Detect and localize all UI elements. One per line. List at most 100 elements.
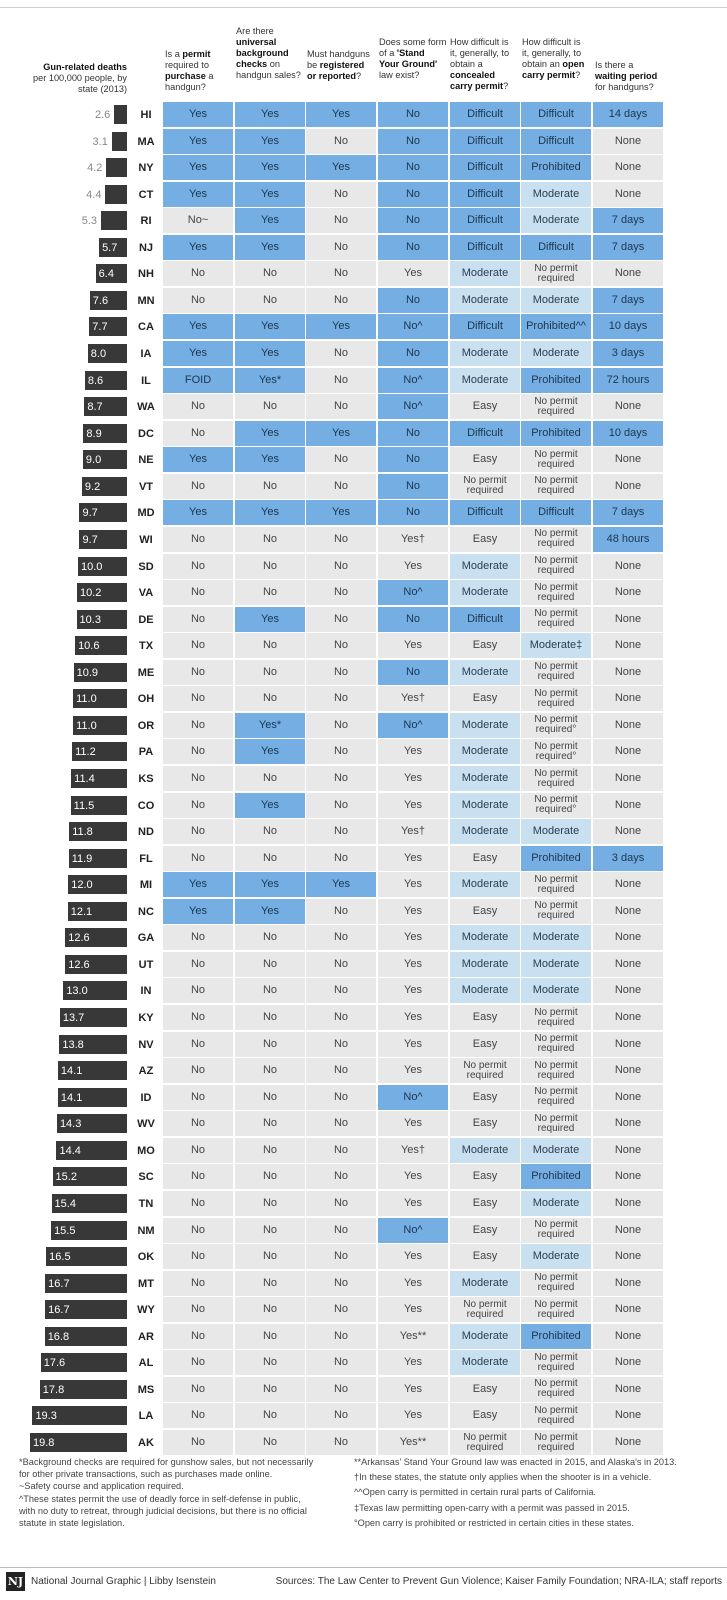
cell-background: Yes — [235, 898, 305, 924]
death-rate-bar — [78, 556, 127, 576]
state-abbreviation: CO — [137, 799, 155, 812]
death-rate-value: 11.5 — [73, 799, 95, 812]
cell-waiting: 10 days — [593, 314, 663, 340]
death-rate-bar — [73, 662, 127, 682]
header-deaths: Gun-related deaths per 100,000 people, b… — [30, 62, 127, 95]
cell-background: No — [235, 1031, 305, 1057]
cell-concealed: Easy — [450, 1376, 520, 1402]
cell-opencarry: Prohibited — [521, 845, 591, 871]
note-arkansas: **Arkansas' Stand Your Ground law was en… — [354, 1457, 677, 1467]
cell-concealed: Moderate — [450, 1270, 520, 1296]
state-abbreviation: FL — [139, 852, 153, 865]
state-row-or: 11.0 OR No Yes* No No^ Moderate No permit requi… — [0, 712, 727, 739]
cell-opencarry: Moderate — [521, 1190, 591, 1216]
state-abbreviation: NM — [137, 1224, 155, 1237]
cell-opencarry: Prohibited^^ — [521, 314, 591, 340]
cell-permit: Yes — [163, 314, 233, 340]
cell-background: No — [235, 261, 305, 287]
cell-background: No — [235, 1376, 305, 1402]
cell-concealed: Moderate — [450, 872, 520, 898]
cell-concealed: No permit required — [450, 1058, 520, 1084]
header-opencarry-pre: How difficult is it, generally, to obtai… — [522, 37, 582, 69]
death-rate-bar — [32, 1406, 127, 1426]
state-row-oh: 11.0 OH No No No Yes† Easy No permit required No… — [0, 685, 727, 712]
cell-registered: No — [306, 367, 376, 393]
cell-background: No — [235, 1058, 305, 1084]
state-row-md: 9.7 MD Yes Yes Yes No Difficult Difficult 7 days — [0, 499, 727, 526]
cell-standground: Yes — [378, 925, 448, 951]
cell-registered: No — [306, 792, 376, 818]
state-abbreviation: IN — [140, 985, 152, 998]
cell-background: No — [235, 633, 305, 659]
cell-registered: No — [306, 261, 376, 287]
cell-waiting: None — [593, 261, 663, 287]
cell-opencarry: No permit required — [521, 553, 591, 579]
death-rate-bar — [70, 795, 127, 815]
cell-opencarry: No permit required — [521, 686, 591, 712]
cell-standground: Yes — [378, 845, 448, 871]
death-rate-bar — [82, 450, 127, 470]
cell-concealed: Moderate — [450, 925, 520, 951]
cell-opencarry: No permit required — [521, 526, 591, 552]
header-waiting-pre: Is there a — [595, 60, 634, 70]
header-permit-post: a handgun? — [165, 71, 214, 92]
cell-background: No — [235, 1084, 305, 1110]
death-rate-bar — [57, 1087, 127, 1107]
cell-opencarry: No permit required° — [521, 739, 591, 765]
state-abbreviation: MI — [139, 879, 153, 892]
note-deadly-force: ^These states permit the use of deadly f… — [19, 1493, 307, 1529]
cell-concealed: Easy — [450, 1031, 520, 1057]
cell-waiting: None — [593, 951, 663, 977]
state-abbreviation: DE — [138, 613, 154, 626]
cell-waiting: None — [593, 1111, 663, 1137]
cell-permit: No — [163, 766, 233, 791]
state-abbreviation: NC — [138, 905, 154, 918]
cell-waiting: None — [593, 1005, 663, 1031]
header-registered-b1: registered or reported — [307, 60, 365, 81]
cell-standground: Yes — [378, 1058, 448, 1084]
state-row-hi: 2.6 HI Yes Yes Yes No Difficult Difficult 14 day… — [0, 101, 727, 128]
cell-permit: No — [163, 978, 233, 1004]
state-row-ky: 13.7 KY No No No Yes Easy No permit required Non… — [0, 1004, 727, 1031]
cell-waiting: None — [593, 792, 663, 818]
state-abbreviation: SD — [138, 560, 154, 573]
cell-registered: No — [306, 1244, 376, 1270]
cell-standground: No — [378, 341, 448, 367]
death-rate-value: 3.1 — [92, 135, 108, 148]
state-abbreviation: MD — [137, 507, 155, 520]
cell-standground: Yes — [378, 1244, 448, 1270]
header-permit-b1: permit — [182, 49, 211, 59]
state-row-vt: 9.2 VT No No No No No permit required No permit… — [0, 473, 727, 500]
cell-concealed: Easy — [450, 1217, 520, 1243]
cell-registered: No — [306, 1270, 376, 1296]
state-row-wy: 16.7 WY No No No Yes No permit required No perm… — [0, 1296, 727, 1323]
death-rate-bar — [57, 1061, 127, 1081]
cell-standground: Yes — [378, 1164, 448, 1190]
death-rate-value: 19.8 — [33, 1437, 55, 1449]
cell-background: No — [235, 1323, 305, 1349]
cell-background: Yes — [235, 606, 305, 632]
death-rate-bar — [65, 928, 127, 948]
cell-waiting: 3 days — [593, 341, 663, 367]
cell-standground: No^ — [378, 712, 448, 738]
cell-waiting: None — [593, 659, 663, 685]
header-standground-pre: Does some form of a — [379, 37, 447, 58]
cell-opencarry: No permit required — [521, 872, 591, 898]
cell-opencarry: Difficult — [521, 102, 591, 127]
cell-standground: No — [378, 287, 448, 313]
note-safety: ~Safety course and application required. — [19, 1481, 184, 1492]
cell-waiting: None — [593, 1084, 663, 1110]
header-standground-post: law exist? — [379, 70, 420, 80]
notes-left: *Background checks are required for guns… — [19, 1456, 319, 1529]
cell-permit: No~ — [163, 208, 233, 234]
cell-standground: No — [378, 500, 448, 526]
cell-standground: Yes — [378, 1111, 448, 1137]
state-abbreviation: AL — [138, 1357, 154, 1370]
cell-concealed: Easy — [450, 1190, 520, 1216]
state-abbreviation: AZ — [138, 1065, 154, 1078]
cell-background: Yes — [235, 792, 305, 818]
cell-permit: No — [163, 473, 233, 499]
state-row-sd: 10.0 SD No No No Yes Moderate No permit require… — [0, 553, 727, 580]
cell-standground: Yes** — [378, 1430, 448, 1455]
cell-opencarry: Moderate — [521, 925, 591, 951]
